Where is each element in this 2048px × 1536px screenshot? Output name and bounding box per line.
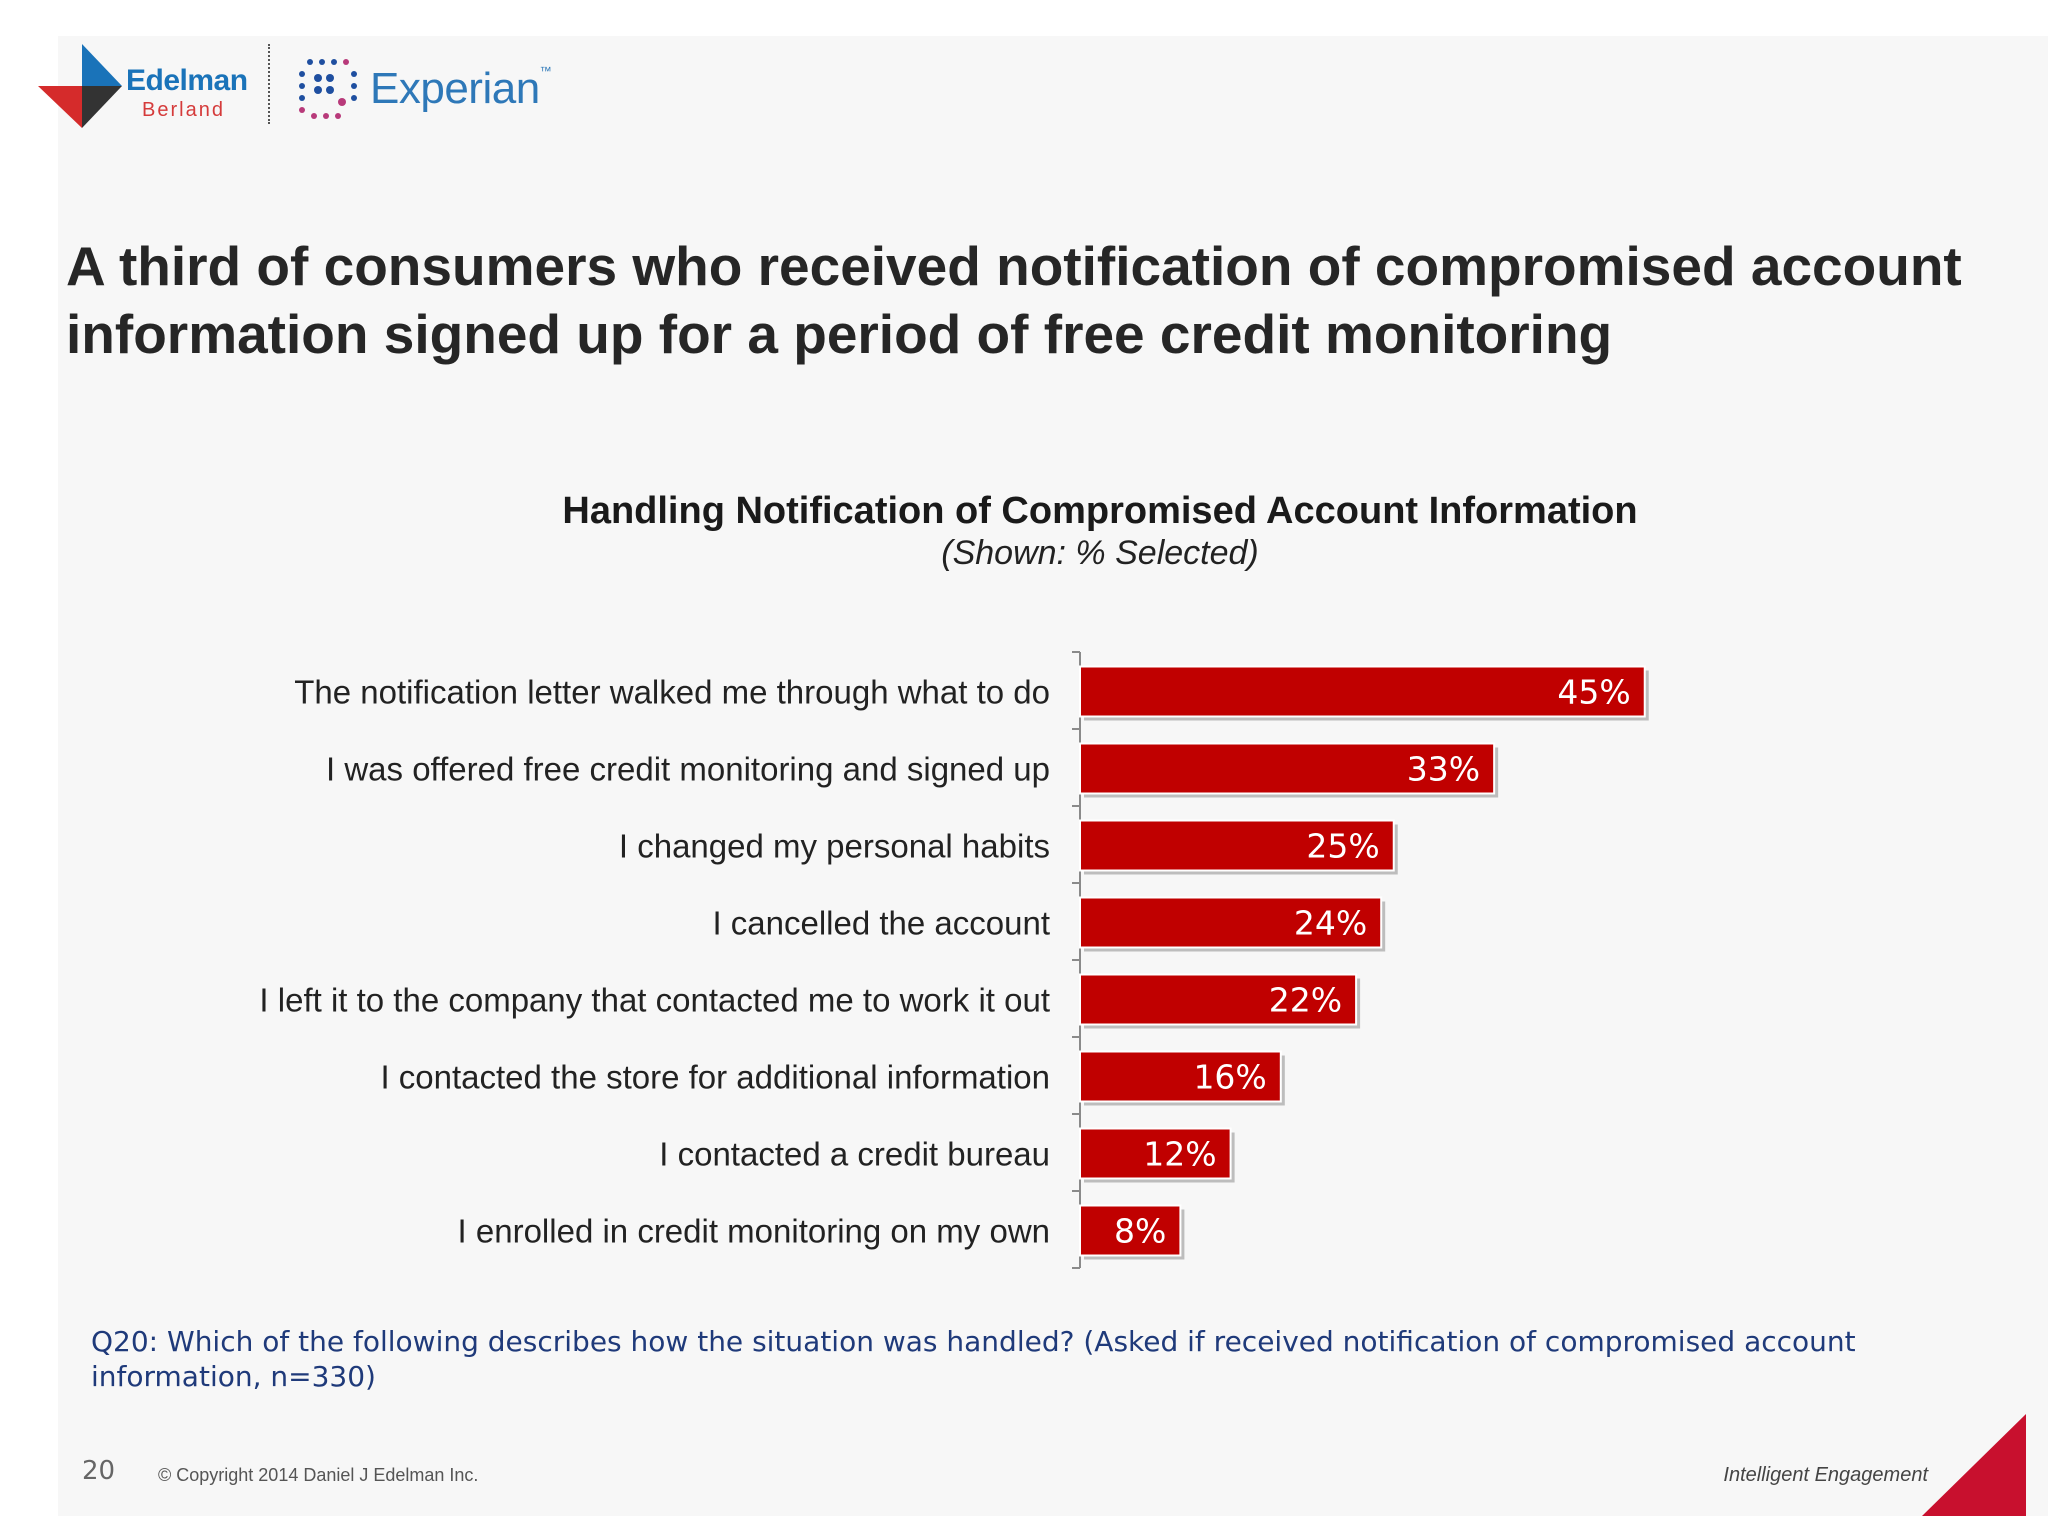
edelman-logo-icon [38,44,122,128]
bar-4 [1079,896,1383,949]
chart-title: Handling Notification of Compromised Acc… [562,490,1638,532]
copyright-text: © Copyright 2014 Daniel J Edelman Inc. [158,1465,479,1485]
category-label: I changed my personal habits [619,828,1050,865]
experian-dots-icon [299,59,357,119]
tagline: Intelligent Engagement [1723,1464,1928,1486]
category-label: I cancelled the account [712,905,1050,942]
experian-name: Experian [370,64,540,113]
value-label: 45% [1557,673,1630,712]
slide-background [58,36,2048,1516]
experian-wordmark: Experian™ [370,64,552,114]
value-label: 12% [1143,1135,1216,1174]
corner-triangle-decoration [1922,1414,2026,1516]
berland-wordmark: Berland [142,99,225,121]
survey-question-footnote: Q20: Which of the following describes ho… [91,1325,1856,1393]
page-number: 20 [82,1456,116,1486]
chart-subtitle: (Shown: % Selected) [941,534,1259,572]
value-label: 33% [1407,750,1480,789]
bar-6 [1079,1050,1282,1103]
value-label: 22% [1269,981,1342,1020]
edelman-berland-logo: Edelman Berland [38,44,248,134]
category-label: I enrolled in credit monitoring on my ow… [458,1213,1050,1250]
logo-divider [268,44,270,124]
bar-3 [1079,819,1395,872]
slide-headline: A third of consumers who received notifi… [66,235,1962,365]
category-label: I left it to the company that contacted … [259,982,1050,1019]
category-label: I was offered free credit monitoring and… [326,751,1050,788]
bar-5 [1079,973,1358,1026]
value-label: 16% [1193,1058,1266,1097]
category-label: The notification letter walked me throug… [294,674,1050,711]
category-label: I contacted a credit bureau [659,1136,1050,1173]
bar-1 [1079,665,1646,718]
bar-8 [1079,1204,1182,1257]
value-label: 25% [1306,827,1379,866]
experian-logo: Experian™ [292,54,552,124]
experian-trademark: ™ [539,64,552,78]
edelman-wordmark: Edelman [126,64,248,97]
category-label: I contacted the store for additional inf… [380,1059,1050,1096]
value-label: 8% [1114,1212,1166,1251]
bar-2 [1079,742,1496,795]
bar-7 [1079,1127,1232,1180]
value-label: 24% [1294,904,1367,943]
